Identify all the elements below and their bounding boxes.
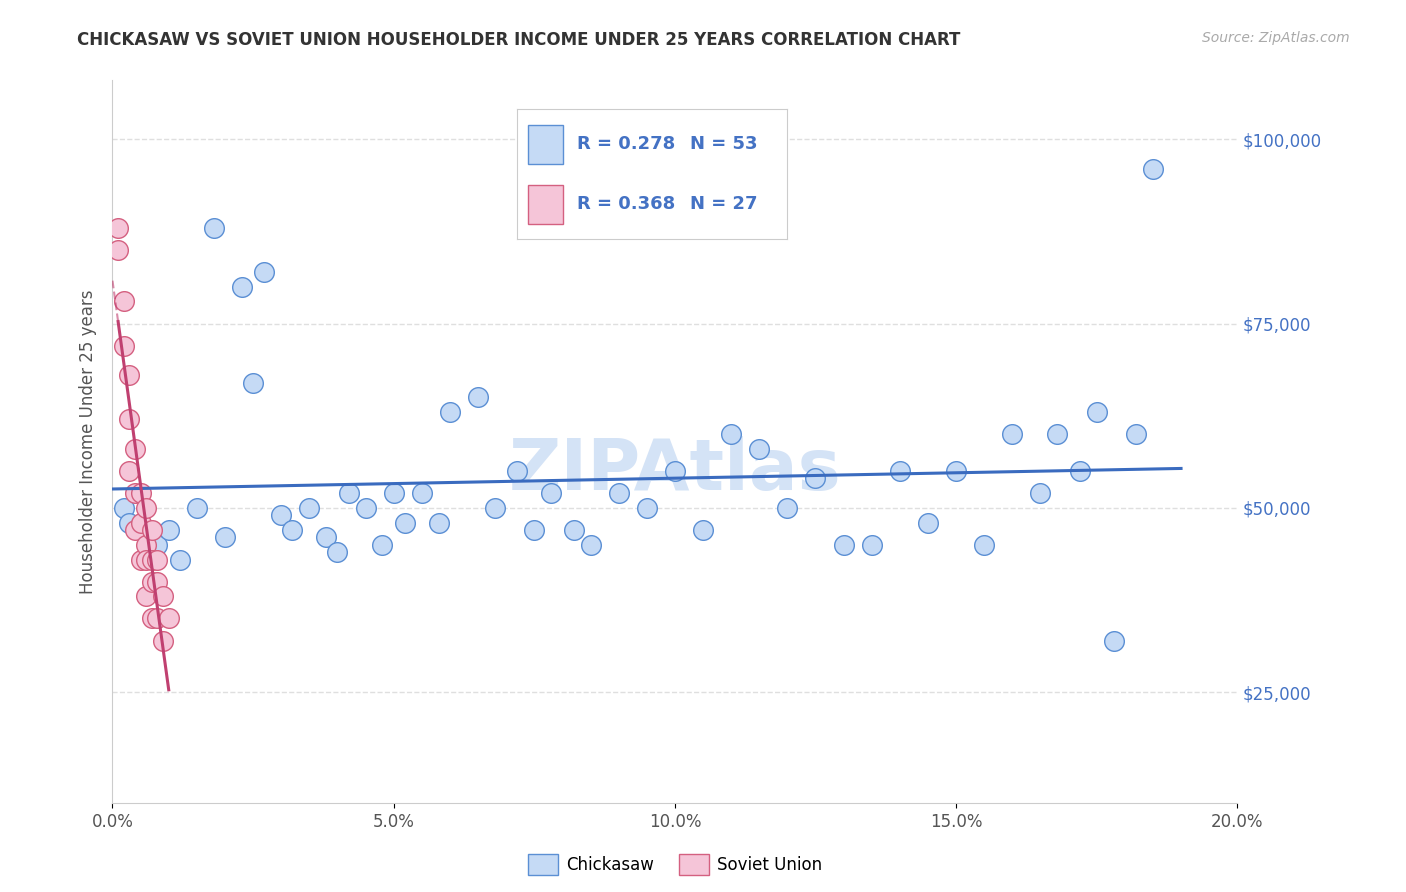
Point xyxy=(152,590,174,604)
Point xyxy=(326,545,349,559)
Point xyxy=(157,611,180,625)
Point xyxy=(776,500,799,515)
Point xyxy=(112,294,135,309)
Point xyxy=(945,464,967,478)
Point xyxy=(1069,464,1091,478)
Point xyxy=(107,220,129,235)
Point xyxy=(146,552,169,566)
Point xyxy=(118,464,141,478)
Y-axis label: Householder Income Under 25 years: Householder Income Under 25 years xyxy=(79,289,97,594)
Point xyxy=(107,243,129,257)
Point xyxy=(242,376,264,390)
Point xyxy=(146,538,169,552)
Point xyxy=(832,538,855,552)
Point xyxy=(315,530,337,544)
Point xyxy=(664,464,686,478)
Point xyxy=(118,412,141,426)
Point xyxy=(270,508,292,523)
Point xyxy=(135,590,157,604)
Point xyxy=(692,523,714,537)
Point xyxy=(298,500,321,515)
Point xyxy=(382,486,405,500)
Point xyxy=(1125,427,1147,442)
Point xyxy=(129,552,152,566)
Text: ZIPAtlas: ZIPAtlas xyxy=(509,436,841,505)
Point xyxy=(202,220,225,235)
Point xyxy=(124,486,146,500)
Point xyxy=(607,486,630,500)
Point xyxy=(1046,427,1069,442)
Point xyxy=(917,516,939,530)
Point xyxy=(804,471,827,485)
Point xyxy=(1085,405,1108,419)
Point xyxy=(129,486,152,500)
Point xyxy=(135,500,157,515)
Point xyxy=(1142,161,1164,176)
Point xyxy=(141,552,163,566)
Point xyxy=(720,427,742,442)
Point xyxy=(231,279,253,293)
Point xyxy=(146,574,169,589)
Point xyxy=(124,523,146,537)
Point xyxy=(540,486,562,500)
Point xyxy=(354,500,377,515)
Point xyxy=(523,523,546,537)
Point xyxy=(112,339,135,353)
Point xyxy=(124,442,146,456)
Point xyxy=(129,516,152,530)
Point xyxy=(411,486,433,500)
Point xyxy=(152,633,174,648)
Point xyxy=(169,552,191,566)
Point xyxy=(141,574,163,589)
Point xyxy=(141,523,163,537)
Point xyxy=(467,390,489,404)
Point xyxy=(135,552,157,566)
Point xyxy=(439,405,461,419)
Point xyxy=(506,464,529,478)
Point xyxy=(253,265,276,279)
Point xyxy=(118,516,141,530)
Point xyxy=(186,500,208,515)
Point xyxy=(1102,633,1125,648)
Point xyxy=(118,368,141,383)
Point xyxy=(141,611,163,625)
Point xyxy=(579,538,602,552)
Point xyxy=(337,486,360,500)
Point xyxy=(427,516,450,530)
Point xyxy=(562,523,585,537)
Text: Source: ZipAtlas.com: Source: ZipAtlas.com xyxy=(1202,31,1350,45)
Legend: Chickasaw, Soviet Union: Chickasaw, Soviet Union xyxy=(520,847,830,881)
Point xyxy=(860,538,883,552)
Point xyxy=(1029,486,1052,500)
Point xyxy=(371,538,394,552)
Point xyxy=(157,523,180,537)
Point xyxy=(146,611,169,625)
Point xyxy=(281,523,304,537)
Point xyxy=(748,442,770,456)
Point xyxy=(973,538,995,552)
Point xyxy=(394,516,416,530)
Text: CHICKASAW VS SOVIET UNION HOUSEHOLDER INCOME UNDER 25 YEARS CORRELATION CHART: CHICKASAW VS SOVIET UNION HOUSEHOLDER IN… xyxy=(77,31,960,49)
Point xyxy=(484,500,506,515)
Point xyxy=(1001,427,1024,442)
Point xyxy=(636,500,658,515)
Point xyxy=(135,538,157,552)
Point xyxy=(889,464,911,478)
Point xyxy=(112,500,135,515)
Point xyxy=(214,530,236,544)
